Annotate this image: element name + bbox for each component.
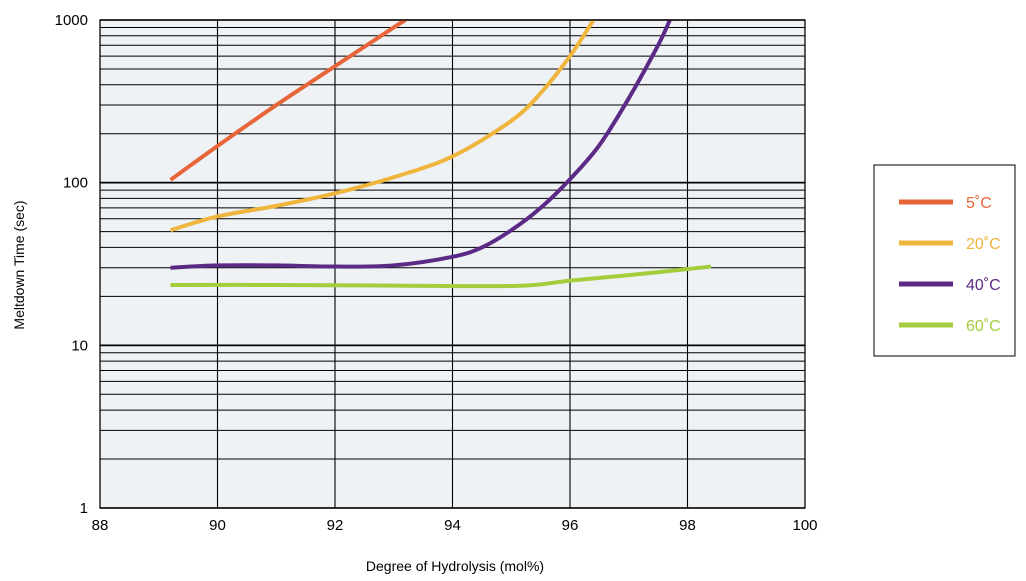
x-tick-label: 88 (92, 517, 109, 534)
x-axis-title: Degree of Hydrolysis (mol%) (366, 558, 544, 574)
x-tick-label: 90 (209, 517, 226, 534)
x-tick-labels: 88 90 92 94 96 98 100 (92, 517, 818, 534)
y-tick-label: 1000 (55, 12, 88, 29)
x-tick-label: 96 (562, 517, 579, 534)
legend-label: 40˚C (966, 277, 1001, 294)
series-lines (169, 20, 712, 289)
x-tick-label: 100 (792, 517, 817, 534)
plot-frame (99, 19, 806, 509)
x-tick-label: 98 (679, 517, 696, 534)
x-tick-label: 94 (444, 517, 461, 534)
y-axis-title: Meltdown Time (sec) (11, 200, 27, 329)
series-line-1 (169, 20, 407, 182)
series-line-3 (170, 20, 672, 270)
legend-label: 20˚C (966, 236, 1001, 253)
y-tick-labels: 1 10 100 1000 (55, 12, 88, 517)
y-tick-label: 1 (80, 500, 88, 517)
x-tick-label: 92 (327, 517, 344, 534)
legend: 5˚C 20˚C 40˚C 60˚C (873, 164, 1016, 357)
series-line-4 (170, 264, 712, 289)
legend-label: 5˚C (966, 195, 992, 212)
series-line-2 (169, 20, 596, 233)
legend-label: 60˚C (966, 318, 1001, 335)
y-tick-label: 10 (71, 337, 88, 354)
y-tick-label: 100 (63, 175, 88, 192)
